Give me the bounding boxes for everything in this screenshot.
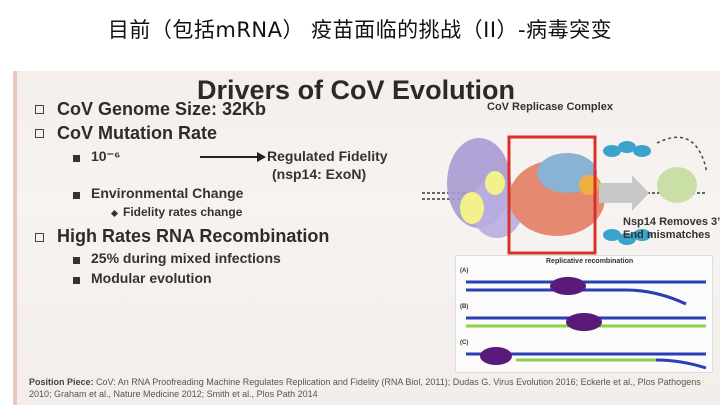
bullet-diamond-icon <box>110 209 119 218</box>
mixed-infections-text: 25% during mixed infections <box>91 250 281 266</box>
bullet-square-icon <box>35 129 44 138</box>
panel-label-b: (B) <box>460 304 469 310</box>
panel-label-c: (C) <box>460 340 469 346</box>
regulated-fidelity-text: Regulated Fidelity <box>267 148 388 164</box>
panel-label-a: (A) <box>460 268 469 274</box>
nsp14-text: (nsp14: ExoN) <box>272 166 367 182</box>
modular-evolution-text: Modular evolution <box>91 270 212 286</box>
bullet-filled-icon <box>73 277 80 284</box>
footer-label: Position Piece: <box>29 377 94 387</box>
bullet-recombination: High Rates RNA Recombination <box>57 226 330 246</box>
slide-image: Drivers of CoV Evolution CoV Genome Size… <box>13 71 720 405</box>
reference-footer: Position Piece: CoV: An RNA Proofreading… <box>29 376 719 400</box>
bullet-square-icon <box>35 233 44 242</box>
replicase-title: CoV Replicase Complex <box>487 101 613 113</box>
recombination-panel: Replicative recombination (A) (B) (C) <box>455 255 713 373</box>
bullet-filled-icon <box>73 257 80 264</box>
slide-title: Drivers of CoV Evolution <box>197 75 516 105</box>
arrow-icon <box>200 156 260 158</box>
recombination-title: Replicative recombination <box>546 258 634 265</box>
page-title: 目前（包括mRNA） 疫苗面临的挑战（II）-病毒突变 <box>107 18 613 42</box>
bullet-genome-size: CoV Genome Size: 32Kb <box>57 99 267 119</box>
bullet-filled-icon <box>73 155 80 162</box>
footer-text: CoV: An RNA Proofreading Machine Regulat… <box>29 377 701 399</box>
replicase-diagram <box>422 135 708 255</box>
nsp14-note-line2: End mismatches <box>623 229 711 241</box>
fidelity-rates-change-text: Fidelity rates change <box>123 205 243 219</box>
environmental-change-text: Environmental Change <box>91 185 244 201</box>
arrow-head-icon <box>257 152 266 162</box>
bullet-filled-icon <box>73 192 80 199</box>
bullet-square-icon <box>35 105 44 114</box>
bullet-mutation-rate: CoV Mutation Rate <box>57 123 217 143</box>
nsp14-note-line1: Nsp14 Removes 3’ <box>623 216 720 228</box>
mutation-rate-value: 10⁻⁶ <box>91 148 121 164</box>
